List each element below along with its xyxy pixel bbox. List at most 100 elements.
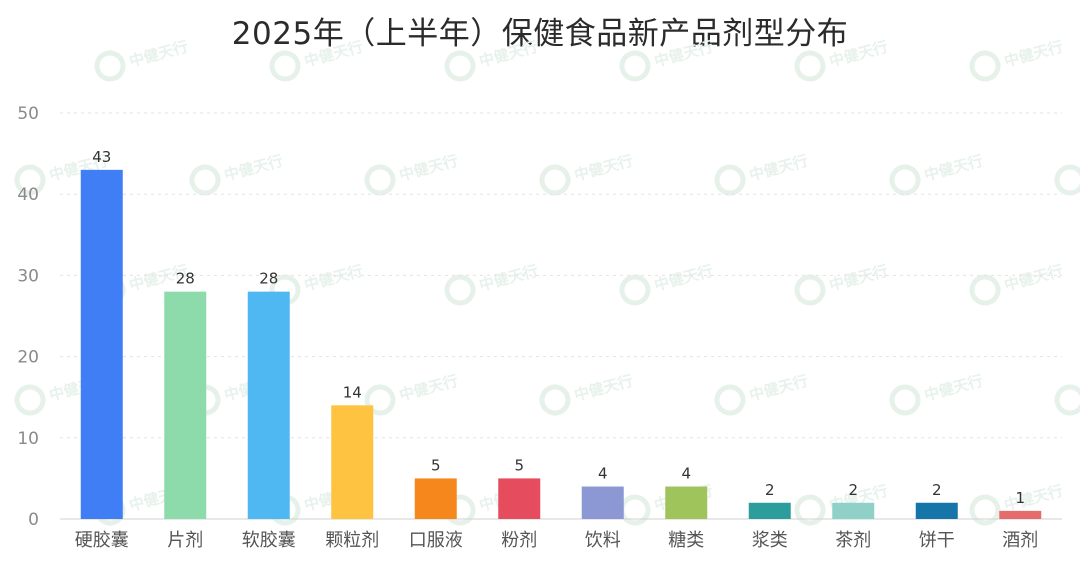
x-tick-label: 浆类 [752,530,788,551]
y-tick-label: 50 [17,104,39,124]
bar [832,502,875,519]
data-label: 5 [514,456,524,474]
y-tick-label: 30 [17,266,39,286]
watermark-logo: 中健天行 [444,38,540,82]
y-tick-label: 10 [17,429,39,449]
watermark-text: 中健天行 [1002,38,1065,71]
watermark-text: 中健天行 [572,372,635,405]
watermark-logo: 中健天行 [619,38,715,82]
x-tick-label: 口服液 [409,530,463,551]
watermark-logo: 中健天行 [889,372,985,416]
watermark-logo: 中健天行 [94,38,190,82]
leaf-ring-logo-icon [969,274,1001,306]
bar [748,502,791,519]
watermark-text: 中健天行 [922,372,985,405]
x-tick-label: 茶剂 [835,530,871,551]
data-label: 2 [765,481,775,499]
watermark-logo: 中健天行 [969,38,1065,82]
leaf-ring-logo-icon [1054,384,1080,416]
x-axis: 硬胶囊 片剂 软胶囊 颗粒剂 口服液 粉剂 饮料 糖类 浆类 茶剂 饼干 酒剂 [75,530,1039,551]
leaf-ring-logo-icon [619,50,651,82]
leaf-ring-logo-icon [889,384,921,416]
watermark-logo: 中健天行 [889,152,985,196]
bar [331,405,374,519]
data-label: 1 [1015,489,1025,507]
leaf-ring-logo-icon [1054,164,1080,196]
watermark-text: 中健天行 [827,262,890,295]
watermark-text: 中健天行 [397,372,460,405]
bar [80,169,123,519]
x-tick-label: 粉剂 [501,530,537,551]
watermark-text: 中健天行 [397,152,460,185]
watermark-logo: 中健天行 [539,372,635,416]
watermark-text: 中健天行 [652,38,715,71]
watermark-logo: 中健天行 [1054,164,1080,196]
watermark-text: 中健天行 [302,262,365,295]
x-tick-label: 饼干 [919,530,955,551]
leaf-ring-logo-icon [619,494,651,526]
x-tick-label: 片剂 [167,530,203,551]
watermark-logo: 中健天行 [619,262,715,306]
leaf-ring-logo-icon [269,50,301,82]
watermark-logo: 中健天行 [794,262,890,306]
x-tick-label: 酒剂 [1002,530,1038,551]
data-label: 2 [848,481,858,499]
leaf-ring-logo-icon [794,494,826,526]
bar [665,486,708,519]
watermark-logo: 中健天行 [969,262,1065,306]
bar [164,291,207,519]
grid-layer [60,112,1062,520]
x-tick-label: 硬胶囊 [75,530,129,551]
leaf-ring-logo-icon [189,164,221,196]
data-label: 14 [343,383,362,401]
leaf-ring-logo-icon [14,384,46,416]
watermark-logo: 中健天行 [444,262,540,306]
bar [915,502,958,519]
y-tick-label: 0 [28,510,39,530]
bar [581,486,624,519]
leaf-ring-logo-icon [364,384,396,416]
x-tick-label: 颗粒剂 [325,530,379,551]
data-label: 4 [598,465,608,483]
watermark-logo: 中健天行 [714,372,810,416]
chart-title: 2025年（上半年）保健食品新产品剂型分布 [231,16,849,52]
leaf-ring-logo-icon [364,164,396,196]
leaf-ring-logo-icon [714,384,746,416]
watermark-text: 中健天行 [652,262,715,295]
watermark-text: 中健天行 [1002,482,1065,515]
watermark-text: 中健天行 [747,152,810,185]
data-label: 28 [176,270,195,288]
leaf-ring-logo-icon [539,384,571,416]
leaf-ring-logo-icon [94,50,126,82]
leaf-ring-logo-icon [444,50,476,82]
leaf-ring-logo-icon [969,494,1001,526]
watermark-text: 中健天行 [477,38,540,71]
watermark-logo: 中健天行 [269,38,365,82]
leaf-ring-logo-icon [444,274,476,306]
watermark-text: 中健天行 [127,38,190,71]
leaf-ring-logo-icon [889,164,921,196]
y-tick-label: 40 [17,185,39,205]
data-label: 4 [681,465,691,483]
watermark-logo: 中健天行 [714,152,810,196]
watermark-logo: 中健天行 [794,38,890,82]
data-label: 43 [92,148,111,166]
x-tick-label: 糖类 [668,530,704,551]
bar [498,478,541,519]
bars [80,169,1042,519]
watermark-logo: 中健天行 [364,152,460,196]
watermark-text: 中健天行 [222,152,285,185]
watermark-logo: 中健天行 [1054,384,1080,416]
watermark-text: 中健天行 [302,38,365,71]
watermark-text: 中健天行 [572,152,635,185]
watermark-logo: 中健天行 [539,152,635,196]
bar [247,291,290,519]
data-label: 5 [431,456,441,474]
watermark-text: 中健天行 [827,38,890,71]
leaf-ring-logo-icon [794,50,826,82]
bar [414,478,457,519]
leaf-ring-logo-icon [794,274,826,306]
leaf-ring-logo-icon [14,164,46,196]
watermark-text: 中健天行 [1002,262,1065,295]
